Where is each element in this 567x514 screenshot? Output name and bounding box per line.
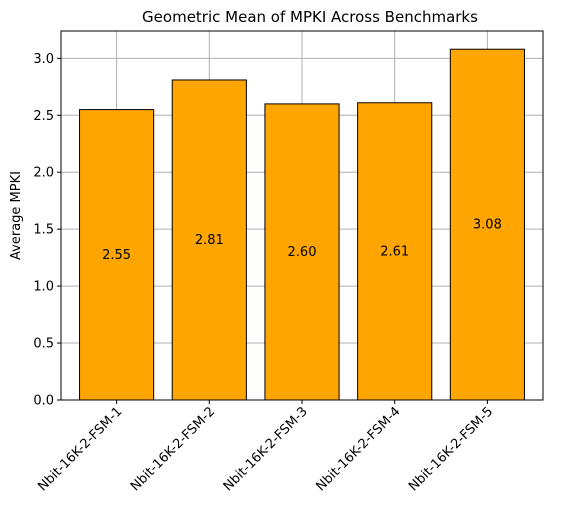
- data-label-3: 2.60: [288, 245, 317, 260]
- data-label-5: 3.08: [473, 218, 502, 233]
- data-label-4: 2.61: [380, 244, 409, 259]
- bar-4: [357, 102, 433, 401]
- x-tick-label: Nbit-16K-2-FSM-4: [313, 404, 403, 494]
- y-tick-label: 1.5: [33, 223, 54, 238]
- y-tick-label: 0.0: [33, 394, 54, 409]
- bar-5: [449, 48, 525, 401]
- bar-3: [264, 103, 340, 401]
- bar-1: [79, 109, 155, 401]
- x-axis-ticks: Nbit-16K-2-FSM-1 Nbit-16K-2-FSM-2 Nbit-16K…: [35, 400, 496, 494]
- data-label-1: 2.55: [102, 248, 131, 263]
- bar-2: [171, 79, 247, 401]
- chart-title: Geometric Mean of MPKI Across Benchmarks: [142, 8, 478, 26]
- x-tick-label: Nbit-16K-2-FSM-5: [406, 404, 496, 494]
- y-tick-label: 0.5: [33, 337, 54, 352]
- y-tick-label: 3.0: [33, 52, 54, 67]
- y-axis-ticks: 0.0 0.5 1.0 1.5 2.0 2.5 3.0: [33, 52, 61, 409]
- x-tick-label: Nbit-16K-2-FSM-1: [35, 404, 125, 494]
- x-tick-label: Nbit-16K-2-FSM-2: [128, 404, 218, 494]
- y-tick-label: 2.5: [33, 109, 54, 124]
- y-tick-label: 1.0: [33, 280, 54, 295]
- y-axis-label: Average MPKI: [9, 171, 24, 260]
- y-tick-label: 2.0: [33, 166, 54, 181]
- data-labels: 2.55 2.81 2.60 2.61 3.08: [102, 218, 502, 263]
- x-tick-label: Nbit-16K-2-FSM-3: [221, 404, 311, 494]
- data-label-2: 2.81: [195, 233, 224, 248]
- bars: [79, 48, 525, 401]
